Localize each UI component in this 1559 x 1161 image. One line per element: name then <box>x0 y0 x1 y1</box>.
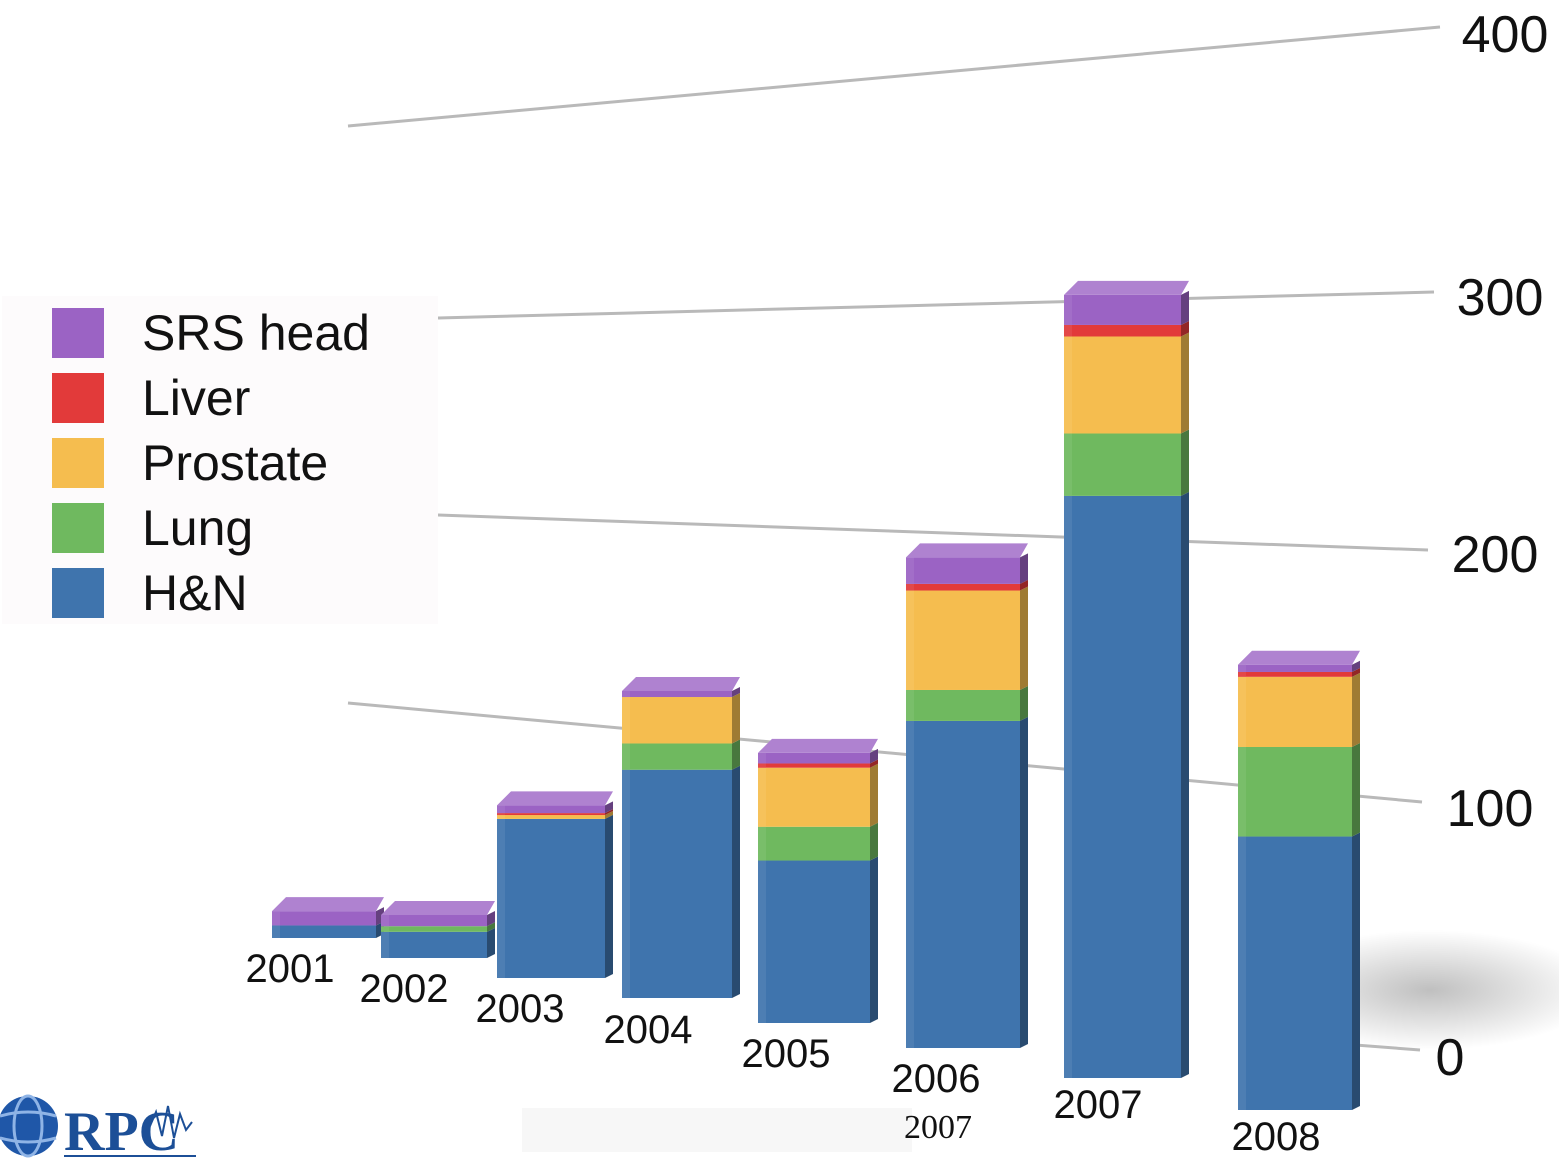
bar-segment-2005-srs-head <box>758 748 878 764</box>
bar-segment-2004-prostate <box>622 693 740 744</box>
legend-label: SRS head <box>142 305 370 361</box>
legend-swatch <box>52 438 104 488</box>
y-axis-tick-labels: 0 100 200 300 400 <box>1436 6 1549 1087</box>
bar-segment-2008-lung <box>1238 743 1360 837</box>
bar-segment-2003-h-n <box>497 814 613 978</box>
y-tick-label-300: 300 <box>1457 269 1544 327</box>
bar-top-2006 <box>906 543 1028 558</box>
bar-segment-2008-h-n <box>1238 832 1360 1110</box>
gridline-300 <box>437 290 1435 320</box>
legend-swatch <box>52 373 104 423</box>
bar-segment-2008-liver <box>1238 667 1360 677</box>
bar-segment-2007-lung <box>1064 429 1189 496</box>
legend-item-lung: Lung <box>52 500 253 556</box>
bar-segment-2008-prostate <box>1238 672 1360 747</box>
gridline-200 <box>437 513 1429 552</box>
bar-segment-2006-liver <box>906 579 1028 591</box>
bar-segment-2003-prostate <box>497 811 613 819</box>
bar-segment-2005-lung <box>758 822 878 861</box>
bar-top-2005 <box>758 738 878 753</box>
x-tick-label-2006: 2006 <box>892 1057 981 1101</box>
bar-segment-2006-h-n <box>906 716 1028 1048</box>
bar-segment-2007-h-n <box>1064 491 1189 1078</box>
x-tick-label-2007: 2007 <box>1054 1083 1143 1127</box>
x-tick-label-2005: 2005 <box>742 1032 831 1076</box>
y-tick-label-200: 200 <box>1452 526 1539 584</box>
footer-caption-box <box>522 1108 912 1152</box>
bar-segment-2002-srs-head <box>381 910 495 927</box>
legend-label: Lung <box>142 500 253 556</box>
x-tick-label-2008: 2008 <box>1232 1115 1321 1159</box>
bar-segment-2006-lung <box>906 685 1028 721</box>
x-tick-label-2001: 2001 <box>246 947 335 991</box>
footer-caption: 2007 <box>904 1109 972 1146</box>
y-tick-label-400: 400 <box>1462 6 1549 64</box>
bar-2008 <box>1238 650 1360 1110</box>
bar-2005 <box>758 738 878 1023</box>
bar-top-2003 <box>497 791 613 806</box>
bar-segment-2003-srs-head <box>497 801 613 814</box>
bar-segment-2006-srs-head <box>906 553 1028 584</box>
legend-label: Liver <box>142 370 250 426</box>
legend-label: H&N <box>142 565 248 621</box>
legend: SRS head Liver Prostate Lung H&N <box>2 296 438 624</box>
legend-item-prostate: Prostate <box>52 435 328 491</box>
x-tick-label-2004: 2004 <box>604 1008 693 1052</box>
bar-top-2008 <box>1238 650 1360 665</box>
legend-item-liver: Liver <box>52 370 250 426</box>
bar-2003 <box>497 791 613 978</box>
legend-label: Prostate <box>142 435 328 491</box>
rpc-logo: RPC <box>0 1094 196 1161</box>
logo-text: RPC <box>64 1101 179 1161</box>
legend-swatch <box>52 503 104 553</box>
bar-2007 <box>1064 280 1189 1078</box>
bar-segment-2004-srs-head <box>622 686 740 698</box>
bar-segment-2005-h-n <box>758 856 878 1023</box>
gridlines <box>347 25 1441 1052</box>
bar-segment-2007-srs-head <box>1064 290 1189 325</box>
logo-wave <box>149 1105 193 1139</box>
bar-segment-2007-prostate <box>1064 332 1189 434</box>
bar-top-2007 <box>1064 280 1189 295</box>
globe-logo-icon <box>0 1094 58 1158</box>
bar-segment-2004-lung <box>622 739 740 770</box>
bar-segment-2005-liver <box>758 759 878 768</box>
bar-2006 <box>906 543 1028 1048</box>
bar-top-2002 <box>381 900 495 915</box>
bar-segment-2007-liver <box>1064 320 1189 337</box>
bar-segment-2008-srs-head <box>1238 660 1360 672</box>
bar-segment-2004-h-n <box>622 765 740 998</box>
bar-segment-2005-prostate <box>758 763 878 827</box>
x-tick-label-2002: 2002 <box>360 967 449 1011</box>
legend-item-srs-head: SRS head <box>52 305 370 361</box>
bar-segment-2006-prostate <box>906 586 1028 690</box>
bar-segment-2002-h-n <box>381 927 495 958</box>
gridline-400 <box>347 25 1441 128</box>
bar-top-2001 <box>272 897 384 912</box>
legend-item-h-n: H&N <box>52 565 248 621</box>
bar-segment-2002-lung <box>381 922 495 932</box>
legend-swatch <box>52 308 104 358</box>
bar-top-2004 <box>622 676 740 691</box>
bar-2002 <box>381 900 495 958</box>
y-tick-label-100: 100 <box>1447 780 1534 838</box>
bar-2001 <box>272 897 384 938</box>
category-labels: 2001 2002 2003 2004 2005 2006 2007 2008 <box>246 947 1321 1159</box>
y-tick-label-0: 0 <box>1436 1029 1465 1087</box>
legend-swatch <box>52 568 104 618</box>
bar-2004 <box>622 676 740 998</box>
bar-segment-2003-liver <box>497 809 613 816</box>
bars <box>272 280 1360 1110</box>
x-tick-label-2003: 2003 <box>476 987 565 1031</box>
